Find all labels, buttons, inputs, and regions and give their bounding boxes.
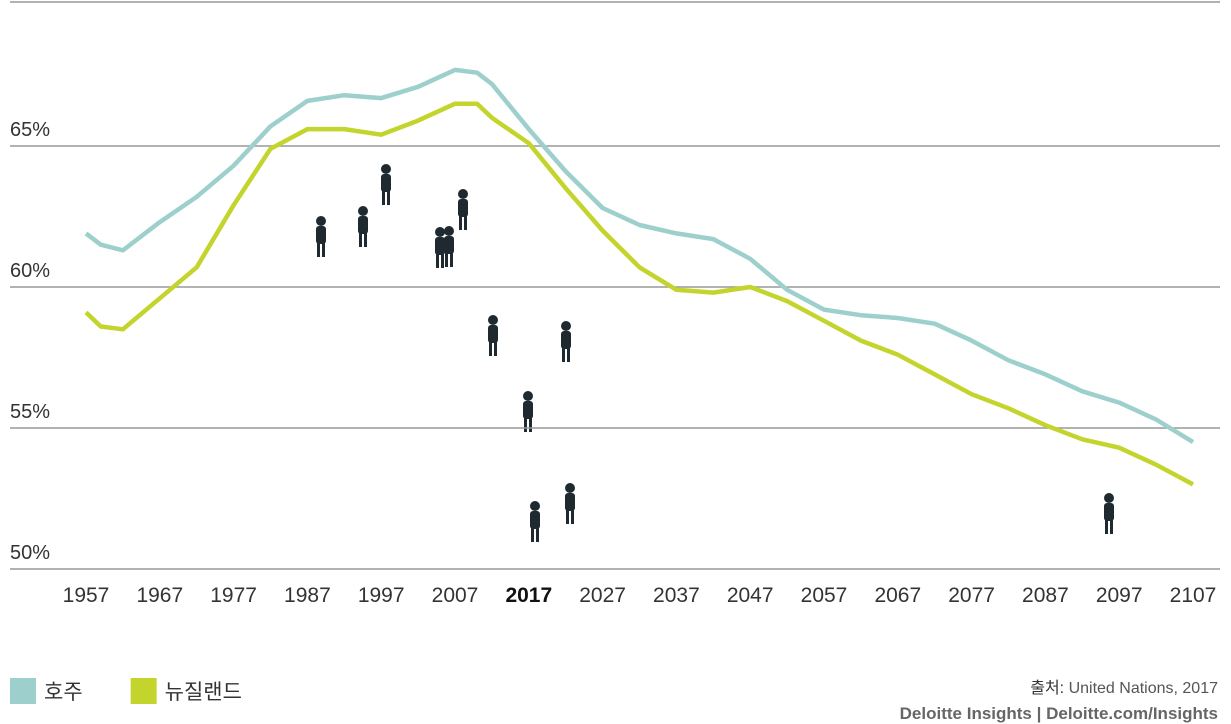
x-tick-label: 1987 xyxy=(284,584,331,607)
legend-label: 호주 xyxy=(44,681,83,704)
x-tick-label: 2007 xyxy=(432,584,479,607)
x-tick-label: 2037 xyxy=(653,584,700,607)
series-line xyxy=(84,67,1195,445)
x-tick-label: 1997 xyxy=(358,584,405,607)
legend-swatch xyxy=(10,678,36,704)
y-tick-label: 60% xyxy=(10,260,50,282)
x-tick-label: 1967 xyxy=(136,584,183,607)
x-tick-label: 2047 xyxy=(727,584,774,607)
x-tick-label: 1957 xyxy=(63,584,110,607)
x-tick-label: 2057 xyxy=(801,584,848,607)
source-label: 출처: xyxy=(1030,679,1064,697)
x-tick-label: 2097 xyxy=(1096,584,1143,607)
y-tick-label: 50% xyxy=(10,542,50,564)
y-tick-label: 65% xyxy=(10,119,50,141)
x-tick-label: 2067 xyxy=(874,584,921,607)
legend-swatch xyxy=(130,678,157,704)
x-tick-label: 2027 xyxy=(579,584,626,607)
brand: Deloitte Insights | Deloitte.com/Insight… xyxy=(900,704,1218,723)
legend-label: 뉴질랜드 xyxy=(165,681,242,704)
x-tick-label: 2077 xyxy=(948,584,995,607)
series-line xyxy=(84,101,1195,487)
x-tick-label: 2087 xyxy=(1022,584,1069,607)
source-text: United Nations, 2017 xyxy=(1069,680,1219,697)
x-tick-label: 2017 xyxy=(505,584,552,607)
x-tick-label: 2107 xyxy=(1170,584,1217,607)
x-tick-label: 1977 xyxy=(210,584,257,607)
source: 출처: United Nations, 2017 xyxy=(1030,679,1218,697)
y-tick-label: 55% xyxy=(10,401,50,423)
figures xyxy=(316,164,1114,542)
